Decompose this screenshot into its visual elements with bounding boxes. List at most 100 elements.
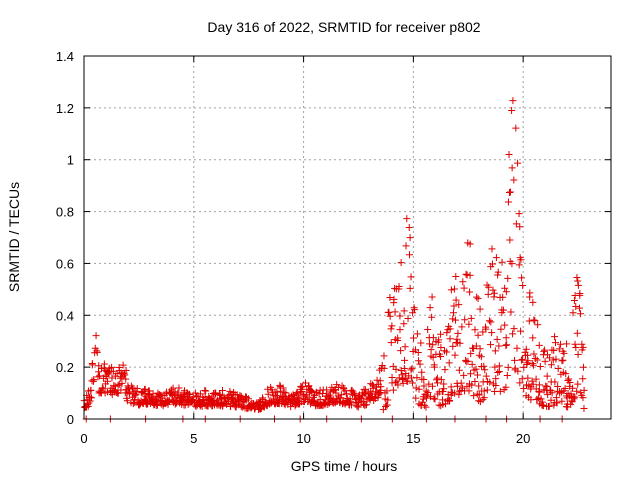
data-point [562, 370, 570, 378]
data-point [415, 385, 423, 393]
data-point [479, 328, 487, 336]
data-point [132, 390, 140, 398]
data-point [557, 340, 565, 348]
data-point [349, 388, 357, 396]
data-point [518, 375, 526, 383]
data-point [333, 381, 341, 389]
data-point [497, 325, 505, 333]
data-point [411, 306, 419, 314]
data-point [507, 308, 515, 316]
data-point [397, 347, 405, 355]
data-point [502, 383, 510, 391]
data-point [399, 379, 407, 387]
data-point [488, 245, 496, 253]
data-point [506, 236, 514, 244]
data-point [528, 377, 536, 385]
data-point [560, 349, 568, 357]
data-point [512, 124, 520, 132]
data-point [104, 377, 112, 385]
data-point [531, 355, 539, 363]
data-point [494, 369, 502, 377]
data-point [164, 400, 172, 408]
data-point [354, 403, 362, 411]
data-point [429, 341, 437, 349]
data-point [543, 372, 551, 380]
data-point [517, 256, 525, 264]
data-point [552, 394, 560, 402]
data-point [573, 329, 581, 337]
data-point [509, 97, 517, 105]
data-point [574, 350, 582, 358]
data-point [424, 325, 432, 333]
data-point [573, 387, 581, 395]
data-point [425, 380, 433, 388]
data-point [423, 394, 431, 402]
data-point [468, 381, 476, 389]
data-point [428, 313, 436, 321]
data-point [167, 386, 175, 394]
data-point [576, 291, 584, 299]
data-point [574, 380, 582, 388]
data-point [371, 393, 379, 401]
axis-ticks [83, 55, 611, 420]
data-point [504, 198, 512, 206]
data-point [492, 381, 500, 389]
data-point [467, 370, 475, 378]
data-point [493, 335, 501, 343]
data-point [421, 401, 429, 409]
y-tick-label: 0.4 [56, 308, 74, 323]
data-point [169, 384, 177, 392]
data-point [108, 374, 116, 382]
data-point [495, 362, 503, 370]
data-point [348, 401, 356, 409]
data-point [429, 334, 437, 342]
data-point [474, 331, 482, 339]
data-point [452, 273, 460, 281]
data-point [466, 240, 474, 248]
data-point [559, 356, 567, 364]
data-point [122, 375, 130, 383]
data-point [468, 360, 476, 368]
data-point [88, 359, 96, 367]
data-point [553, 399, 561, 407]
data-point [202, 387, 210, 395]
data-point [462, 270, 470, 278]
data-point [515, 261, 523, 269]
data-point [510, 325, 518, 333]
data-point [464, 357, 472, 365]
data-point [558, 397, 566, 405]
data-point [422, 403, 430, 411]
data-point [461, 316, 469, 324]
data-point [402, 242, 410, 250]
y-tick-label: 0.2 [56, 360, 74, 375]
data-point [529, 334, 537, 342]
data-point [569, 309, 577, 317]
data-point [546, 354, 554, 362]
data-point [455, 366, 463, 374]
data-point [570, 297, 578, 305]
data-point [87, 386, 95, 394]
data-point [482, 325, 490, 333]
data-point [446, 325, 454, 333]
data-point [94, 373, 102, 381]
data-point [413, 374, 421, 382]
data-point [514, 159, 522, 167]
data-point [517, 327, 525, 335]
data-point [337, 391, 345, 399]
data-point [579, 343, 587, 351]
data-point [579, 363, 587, 371]
data-point [282, 389, 290, 397]
data-point [383, 401, 391, 409]
data-point [501, 284, 509, 292]
data-point [488, 329, 496, 337]
data-point [414, 348, 422, 356]
data-point [483, 386, 491, 394]
data-point [528, 359, 536, 367]
data-point [475, 391, 483, 399]
data-point [428, 382, 436, 390]
data-point [437, 330, 445, 338]
data-point [420, 375, 428, 383]
data-point [130, 396, 138, 404]
data-point [527, 396, 535, 404]
data-point [471, 326, 479, 334]
